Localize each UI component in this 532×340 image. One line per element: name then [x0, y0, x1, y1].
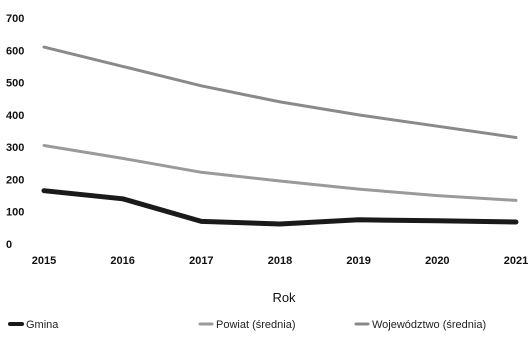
- legend-item: Województwo (średnia): [354, 319, 486, 331]
- x-tick-label: 2017: [189, 255, 213, 267]
- y-tick-label: 600: [6, 45, 24, 57]
- x-tick-label: 2020: [425, 255, 449, 267]
- legend-label: Gmina: [26, 319, 59, 331]
- series-layer: [41, 45, 519, 227]
- x-tick-label: 2021: [504, 255, 528, 267]
- y-tick-label: 0: [6, 239, 12, 251]
- y-tick-label: 500: [6, 78, 24, 90]
- x-axis-title: Rok: [272, 290, 296, 305]
- x-axis-ticks: 2015 2016 2017 2018 2019 2020 2021: [32, 255, 528, 267]
- y-tick-label: 700: [6, 13, 24, 25]
- x-tick-label: 2019: [346, 255, 370, 267]
- y-tick-label: 100: [6, 207, 24, 219]
- legend: Gmina Powiat (średnia) Województwo (średni…: [8, 319, 486, 331]
- x-tick-label: 2016: [110, 255, 134, 267]
- x-tick-label: 2015: [32, 255, 56, 267]
- y-tick-label: 300: [6, 142, 24, 154]
- series-line-1: [41, 188, 519, 227]
- series-line-2: [42, 144, 518, 202]
- y-tick-label: 400: [6, 110, 24, 122]
- y-tick-label: 200: [6, 174, 24, 186]
- legend-item: Powiat (średnia): [198, 319, 295, 331]
- series-line-3: [42, 45, 518, 139]
- legend-item: Gmina: [8, 319, 59, 331]
- legend-label: Powiat (średnia): [216, 319, 295, 331]
- y-axis-ticks: 0 100 200 300 400 500 600 700: [6, 13, 24, 251]
- legend-label: Województwo (średnia): [372, 319, 486, 331]
- x-tick-label: 2018: [268, 255, 292, 267]
